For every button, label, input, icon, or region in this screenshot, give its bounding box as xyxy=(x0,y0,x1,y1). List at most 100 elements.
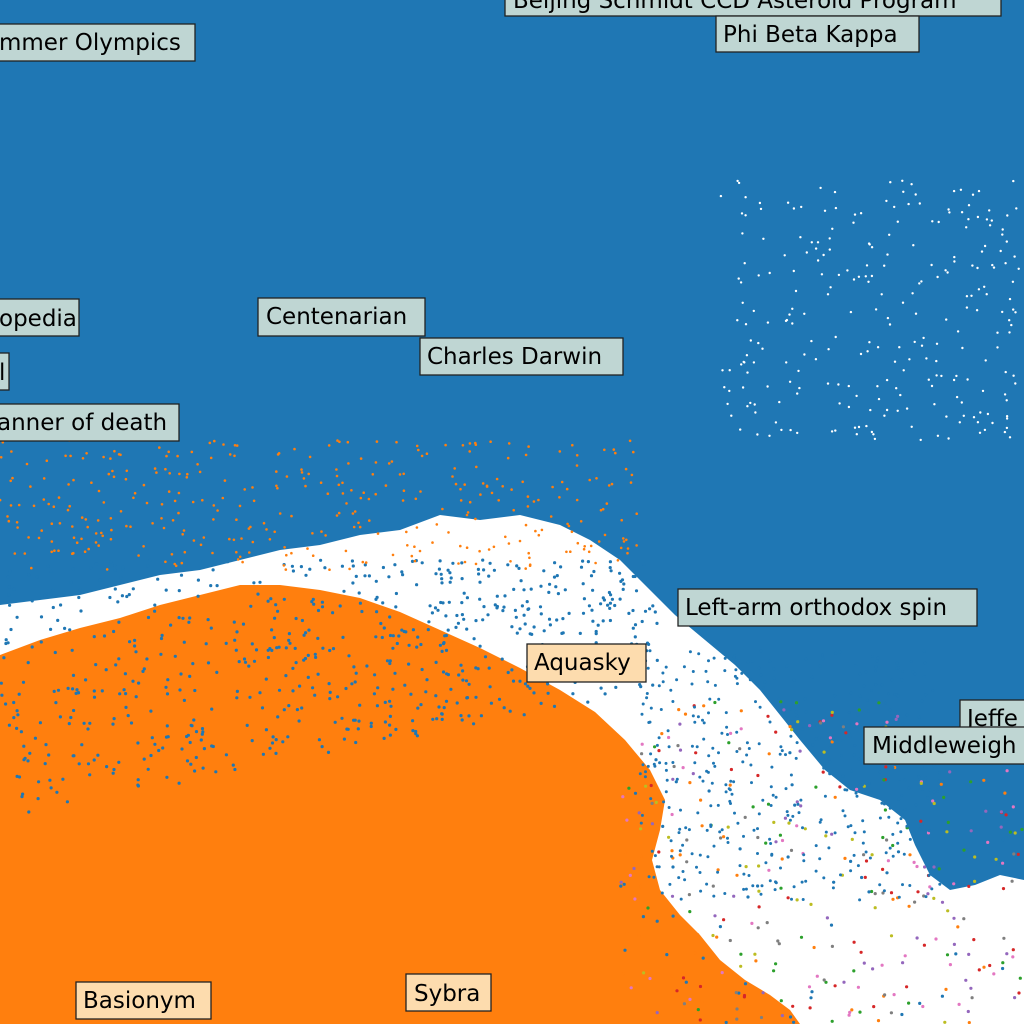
scatter-point xyxy=(518,539,522,543)
scatter-point xyxy=(570,530,574,534)
scatter-point xyxy=(867,709,870,713)
scatter-point xyxy=(12,700,16,705)
scatter-point xyxy=(934,937,938,941)
scatter-point xyxy=(282,564,286,567)
scatter-point xyxy=(887,692,890,696)
scatter-point xyxy=(736,319,739,322)
scatter-point xyxy=(712,656,716,660)
scatter-point xyxy=(747,747,751,750)
scatter-point xyxy=(945,953,950,957)
scatter-point xyxy=(901,722,905,726)
scatter-point xyxy=(803,827,807,831)
scatter-point xyxy=(884,765,888,769)
scatter-point xyxy=(837,273,841,277)
scatter-point xyxy=(264,728,268,732)
scatter-point xyxy=(513,608,518,613)
scatter-point xyxy=(937,220,940,224)
scatter-point xyxy=(478,597,482,601)
scatter-point xyxy=(186,472,189,476)
annotation-box xyxy=(419,337,624,376)
scatter-point xyxy=(433,606,438,610)
scatter-point xyxy=(614,685,618,690)
scatter-point xyxy=(749,339,752,342)
scatter-point xyxy=(181,533,184,536)
scatter-point xyxy=(435,717,439,721)
scatter-point xyxy=(252,499,256,503)
annotation-label: opedia xyxy=(0,306,77,332)
scatter-point xyxy=(632,866,636,871)
scatter-point xyxy=(867,890,871,894)
scatter-point xyxy=(823,794,827,798)
scatter-point xyxy=(856,985,861,989)
scatter-point xyxy=(416,635,420,639)
scatter-point xyxy=(659,708,663,711)
scatter-point xyxy=(848,735,852,739)
scatter-point xyxy=(812,945,816,950)
scatter-point xyxy=(589,544,593,548)
scatter-point xyxy=(696,811,700,815)
scatter-point xyxy=(759,673,763,677)
scatter-point xyxy=(121,565,125,570)
scatter-point xyxy=(350,489,353,492)
scatter-point xyxy=(841,725,846,729)
scatter-point xyxy=(918,827,922,831)
scatter-point xyxy=(670,812,674,817)
scatter-point xyxy=(759,1015,764,1020)
scatter-point xyxy=(705,769,709,773)
scatter-point xyxy=(874,669,877,673)
scatter-point xyxy=(235,630,239,634)
scatter-point xyxy=(90,481,93,485)
scatter-point xyxy=(65,800,69,804)
scatter-point xyxy=(12,716,16,720)
scatter-point xyxy=(738,747,742,751)
scatter-point xyxy=(374,635,378,639)
scatter-point xyxy=(553,561,557,565)
scatter-point xyxy=(17,503,21,507)
scatter-point xyxy=(985,293,988,296)
scatter-point xyxy=(104,668,108,672)
scatter-point xyxy=(528,686,532,691)
scatter-point xyxy=(94,663,98,667)
scatter-point xyxy=(688,997,692,1002)
scatter-point xyxy=(1005,415,1009,418)
annotation-opedia: opedia xyxy=(0,298,80,337)
scatter-point xyxy=(149,753,153,758)
scatter-point xyxy=(782,708,786,712)
scatter-point xyxy=(780,857,784,861)
scatter-point xyxy=(460,577,464,581)
scatter-point xyxy=(739,964,743,968)
scatter-point xyxy=(946,271,949,274)
scatter-point xyxy=(726,402,729,406)
scatter-point xyxy=(526,505,530,508)
scatter-point xyxy=(1000,776,1004,780)
scatter-point xyxy=(832,880,835,884)
scatter-point xyxy=(125,469,129,473)
scatter-point xyxy=(970,294,973,297)
scatter-point xyxy=(867,280,870,283)
annotation-sybra: Sybra xyxy=(405,973,492,1012)
scatter-point xyxy=(898,346,901,349)
scatter-point xyxy=(896,821,900,825)
scatter-point xyxy=(271,735,275,739)
scatter-point xyxy=(319,558,323,562)
annotation-label: Aquasky xyxy=(534,650,631,676)
scatter-point xyxy=(136,784,140,788)
scatter-point xyxy=(750,921,754,926)
scatter-point xyxy=(646,666,650,670)
scatter-point xyxy=(683,712,688,716)
scatter-point xyxy=(743,982,748,986)
scatter-point xyxy=(756,773,760,778)
scatter-point xyxy=(650,801,654,806)
scatter-point xyxy=(752,309,755,313)
scatter-point xyxy=(954,952,958,956)
scatter-point xyxy=(369,721,373,725)
scatter-point xyxy=(735,1017,739,1021)
scatter-point xyxy=(622,882,626,886)
scatter-point xyxy=(664,665,668,669)
scatter-point xyxy=(827,757,831,761)
scatter-point xyxy=(737,991,741,995)
scatter-point xyxy=(304,573,308,577)
scatter-point xyxy=(312,602,316,606)
scatter-point xyxy=(873,437,877,441)
scatter-point xyxy=(603,533,607,537)
